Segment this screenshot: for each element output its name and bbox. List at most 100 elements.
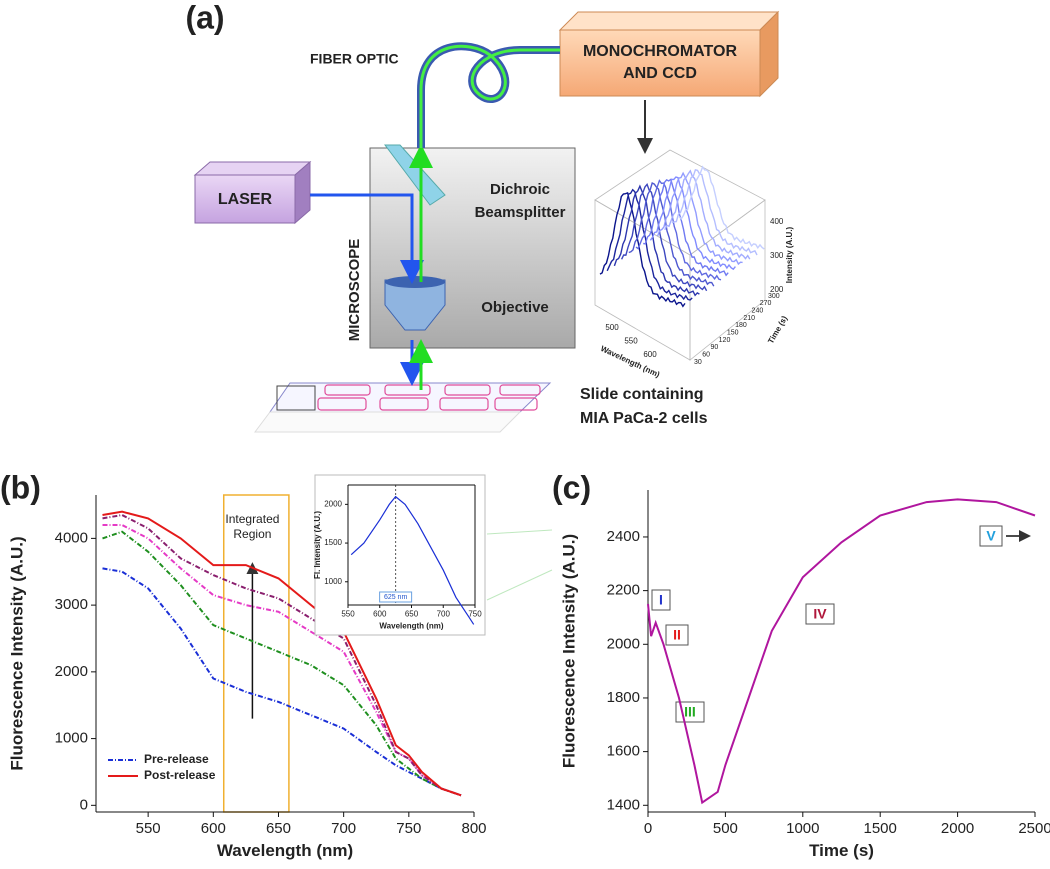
panel-label: (b) — [0, 469, 41, 505]
y-tick-label: 2000 — [55, 663, 88, 680]
y-tick-label: 2000 — [324, 499, 342, 508]
y-tick-label: 0 — [80, 796, 88, 813]
series-line — [102, 530, 462, 797]
x-tick-label: 600 — [373, 610, 387, 619]
beamsplitter-label: Dichroic — [490, 181, 550, 198]
y-tick-label: 300 — [768, 293, 780, 300]
peak-label-box — [379, 591, 413, 603]
laser-label: LASER — [218, 191, 273, 208]
y-tick-label: 1600 — [607, 743, 640, 760]
monochromator-box — [559, 29, 761, 97]
y-tick-label: 3000 — [55, 596, 88, 613]
y-tick-label: 4000 — [55, 529, 88, 546]
phase-label: III — [684, 704, 696, 720]
spectrum-curve — [664, 169, 751, 260]
y-tick-label: 30 — [694, 359, 702, 366]
waterfall-frame — [594, 149, 766, 361]
spectrum-curve — [671, 168, 758, 256]
y-axis-label: Time (s) — [766, 314, 789, 345]
z-axis-label: Intensity (A.U.) — [785, 226, 794, 283]
x-tick-label: 750 — [396, 820, 421, 837]
y-tick-label: 240 — [752, 308, 764, 315]
microscope-label: MICROSCOPE — [346, 239, 363, 342]
spectrum-curve — [678, 165, 765, 250]
x-tick-label: 650 — [405, 610, 419, 619]
x-axis-label: Time (s) — [809, 841, 874, 860]
spectrum-curve — [635, 179, 722, 281]
z-tick-label: 400 — [770, 217, 784, 226]
y-tick-label: 1000 — [324, 577, 342, 586]
region-label: Integrated — [225, 512, 279, 526]
x-tick-label: 1500 — [864, 820, 897, 837]
x-tick-label: 550 — [341, 610, 355, 619]
y-tick-label: 1500 — [324, 538, 342, 547]
x-tick-label: 700 — [437, 610, 451, 619]
spectrum-curve — [649, 176, 736, 271]
phase-labels: I II III IV V — [651, 525, 1031, 723]
x-tick-label: 550 — [624, 337, 638, 346]
x-tick-label: 500 — [713, 820, 738, 837]
y-axis-label: Fluorescence Intensity (A.U.) — [559, 534, 578, 768]
spectrum-curve — [599, 191, 686, 308]
y-tick-label: 2200 — [607, 582, 640, 599]
beamsplitter-label: Beamsplitter — [475, 204, 566, 221]
legend-label: Pre-release — [144, 752, 209, 766]
series-line — [102, 513, 462, 797]
y-tick-label: 1400 — [607, 796, 640, 813]
phase-label: V — [986, 528, 996, 544]
z-tick-label: 300 — [770, 251, 784, 260]
series-line — [647, 498, 1036, 805]
x-tick-label: 700 — [331, 820, 356, 837]
y-tick-label: 2400 — [607, 528, 640, 545]
beamsplitter — [384, 144, 446, 206]
y-tick-label: 120 — [719, 337, 731, 344]
y-tick-label: 180 — [735, 322, 747, 329]
objective — [384, 279, 446, 331]
series-line — [350, 495, 475, 625]
objective-label: Objective — [481, 299, 549, 316]
fiber-label: FIBER OPTIC — [310, 51, 399, 67]
mono-label: AND CCD — [623, 65, 697, 82]
y-tick-label: 1800 — [607, 689, 640, 706]
y-tick-label: 210 — [743, 315, 755, 322]
integrated-region — [222, 494, 290, 813]
phase-label: II — [673, 627, 681, 643]
z-tick-label: 200 — [770, 285, 784, 294]
x-tick-label: 800 — [461, 820, 486, 837]
spectrum-curve — [656, 171, 743, 266]
setup-diagram: (a) FIBER OPTIC — [185, 0, 794, 433]
phase-label: IV — [813, 606, 827, 622]
series-line — [102, 524, 462, 797]
slide-label: MIA PaCa-2 cells — [580, 410, 708, 427]
y-tick-label: 1000 — [55, 730, 88, 747]
panel-label: (c) — [552, 469, 591, 505]
x-tick-label: 0 — [644, 820, 652, 837]
panel-label: (a) — [185, 0, 224, 35]
x-axis-label: Wavelength (nm) — [217, 841, 353, 860]
x-tick-label: 500 — [605, 323, 619, 332]
mono-label: MONOCHROMATOR — [583, 43, 738, 60]
x-tick-label: 750 — [468, 610, 482, 619]
slide — [254, 382, 552, 433]
x-tick-label: 600 — [643, 350, 657, 359]
series-line — [102, 510, 462, 797]
y-tick-label: 90 — [710, 344, 718, 351]
x-tick-label: 550 — [136, 820, 161, 837]
x-tick-label: 2000 — [941, 820, 974, 837]
slide-label: Slide containing — [580, 386, 704, 403]
x-axis-label: Wavelength (nm) — [379, 622, 443, 631]
x-tick-label: 650 — [266, 820, 291, 837]
y-axis-label: Fl. Intensity (A.U.) — [313, 511, 322, 579]
y-tick-label: 150 — [727, 330, 739, 337]
spectrum-curve — [628, 181, 715, 287]
spectrum-curve — [620, 183, 708, 292]
phase-label: I — [659, 592, 663, 608]
y-tick-label: 270 — [760, 300, 772, 307]
region-label: Region — [233, 527, 271, 541]
y-axis-label: Fluorescence Intensity (A.U.) — [7, 536, 26, 770]
laser-box — [194, 174, 296, 224]
x-tick-label: 1000 — [786, 820, 819, 837]
legend-label: Post-release — [144, 768, 216, 782]
x-tick-label: 600 — [201, 820, 226, 837]
